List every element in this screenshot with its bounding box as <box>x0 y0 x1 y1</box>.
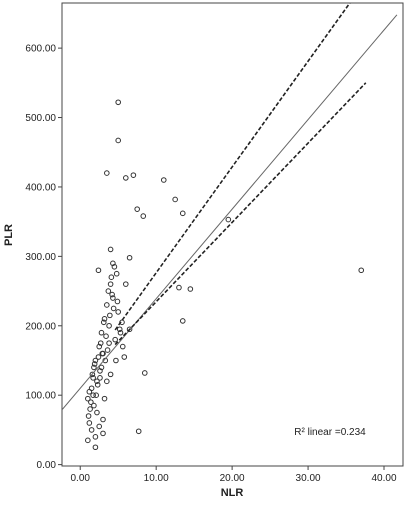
data-point <box>92 434 99 440</box>
data-point <box>126 254 133 261</box>
data-point <box>179 318 186 324</box>
data-point <box>88 427 95 433</box>
data-point <box>108 274 115 280</box>
data-point <box>95 267 102 274</box>
data-point <box>92 444 99 451</box>
fit-line <box>62 14 398 411</box>
data-point <box>90 375 96 381</box>
data-point <box>100 416 106 423</box>
data-point <box>101 395 108 402</box>
y-tick-label: 0.00 <box>37 460 57 471</box>
x-tick-label: 40.00 <box>371 473 396 484</box>
data-point <box>96 423 103 430</box>
data-point <box>187 286 194 292</box>
data-point <box>99 350 106 357</box>
data-point <box>115 309 122 315</box>
data-point <box>105 288 112 294</box>
data-point <box>94 378 100 385</box>
data-point <box>100 430 106 437</box>
data-point <box>104 170 110 176</box>
data-point <box>113 270 120 277</box>
data-point <box>115 137 122 144</box>
data-point <box>106 322 112 329</box>
data-point <box>86 420 93 426</box>
data-point <box>97 340 104 346</box>
x-tick-label: 20.00 <box>220 473 245 484</box>
y-tick-label: 100.00 <box>25 391 56 402</box>
data-point <box>130 172 137 178</box>
data-point <box>93 392 99 398</box>
data-point <box>106 340 112 346</box>
data-point <box>104 302 110 308</box>
data-point <box>103 333 109 339</box>
data-point <box>116 326 123 333</box>
data-point <box>110 295 116 301</box>
data-point <box>87 406 93 412</box>
data-point <box>114 298 121 305</box>
data-point <box>90 392 96 398</box>
x-tick-label: 30.00 <box>296 473 321 484</box>
data-point <box>112 336 118 343</box>
y-axis-label: PLR <box>3 224 15 246</box>
data-point <box>98 329 105 336</box>
data-point <box>107 246 114 253</box>
data-point <box>94 409 100 416</box>
data-point <box>95 354 102 360</box>
data-point <box>85 395 91 402</box>
annotation: R² linear =0.234 <box>294 427 366 438</box>
data-point <box>89 371 96 378</box>
data-point <box>110 260 116 267</box>
y-tick-label: 300.00 <box>25 252 56 263</box>
data-point <box>104 378 110 385</box>
data-point <box>91 364 97 371</box>
data-point <box>85 413 92 419</box>
ci-upper-line <box>114 3 351 331</box>
data-point <box>122 175 129 181</box>
data-point <box>88 399 94 405</box>
data-point <box>179 210 186 217</box>
plot-area <box>61 2 404 467</box>
data-point <box>86 388 93 395</box>
y-tick-label: 500.00 <box>25 113 56 124</box>
data-point <box>107 371 114 378</box>
data-point <box>225 216 232 223</box>
data-point <box>91 402 97 409</box>
x-tick-label: 10.00 <box>144 473 169 484</box>
y-tick-label: 600.00 <box>25 44 56 55</box>
data-point <box>107 281 114 287</box>
data-point <box>117 329 124 336</box>
data-point <box>134 206 140 212</box>
data-point <box>141 370 148 376</box>
data-point <box>140 213 147 219</box>
data-point <box>110 305 117 312</box>
data-point <box>113 357 119 364</box>
x-tick-label: 0.00 <box>70 473 90 484</box>
data-point <box>160 177 167 183</box>
data-point <box>135 428 142 435</box>
y-tick-label: 200.00 <box>25 321 56 332</box>
data-point <box>126 326 133 333</box>
data-point <box>100 319 107 326</box>
data-point <box>91 361 98 367</box>
x-axis-label: NLR <box>221 487 244 499</box>
data-point <box>98 364 105 371</box>
data-point <box>104 347 111 353</box>
data-point <box>97 375 103 381</box>
data-point <box>122 281 129 287</box>
data-point <box>115 99 122 106</box>
data-point <box>119 343 126 350</box>
data-point <box>85 437 91 444</box>
data-point <box>109 291 115 298</box>
data-point <box>94 381 101 388</box>
data-point <box>107 312 113 319</box>
ci-lower-line <box>114 82 367 346</box>
y-tick-label: 400.00 <box>25 182 56 193</box>
data-point <box>121 354 128 360</box>
data-point <box>92 357 99 364</box>
data-point <box>176 284 182 291</box>
data-point <box>172 196 178 203</box>
data-point <box>101 316 108 322</box>
data-point <box>358 267 365 274</box>
